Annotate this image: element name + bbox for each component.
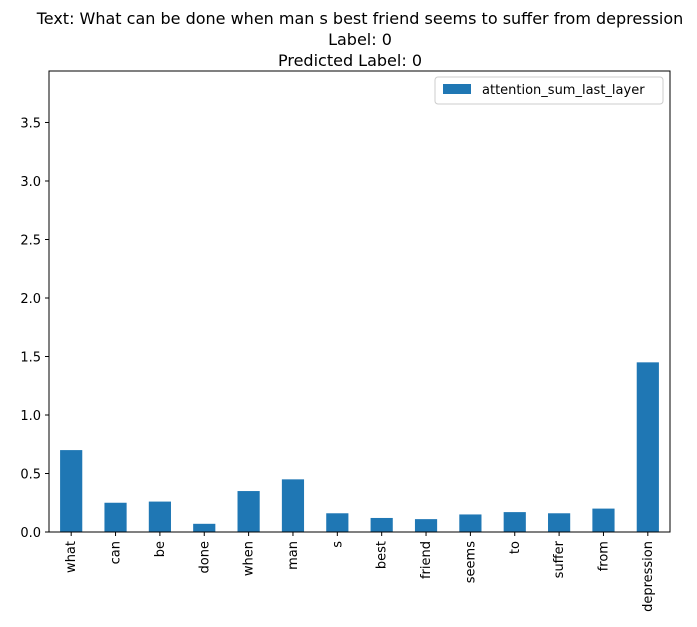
x-tick-label: s	[330, 541, 345, 548]
y-tick-label: 3.5	[20, 116, 41, 131]
bar-from	[592, 508, 615, 532]
x-tick-label: depression	[641, 541, 656, 612]
x-tick-label: be	[153, 541, 168, 557]
x-tick-label: from	[596, 541, 611, 571]
x-tick-label: friend	[419, 541, 434, 579]
y-tick-label: 1.5	[20, 350, 41, 365]
bar-best	[370, 517, 393, 532]
legend: attention_sum_last_layer	[434, 76, 664, 105]
y-tick-label: 1.0	[20, 409, 41, 424]
bar-s	[326, 513, 349, 532]
bar-man	[281, 479, 305, 532]
chart-title: Text: What can be done when man s best f…	[36, 9, 684, 70]
x-tick-label: seems	[463, 541, 478, 583]
y-tick-label: 2.5	[20, 233, 41, 248]
x-tick-label: when	[242, 541, 257, 576]
bar-depression	[636, 362, 659, 532]
bar-seems	[459, 514, 482, 532]
bar-done	[193, 523, 216, 532]
bar-when	[237, 491, 260, 532]
x-tick-label: what	[64, 541, 79, 573]
legend-swatch	[443, 84, 471, 94]
y-tick-label: 3.0	[20, 175, 41, 190]
legend-box	[434, 76, 664, 105]
axes-frame	[48, 70, 671, 533]
y-tick-label: 0.5	[20, 467, 41, 482]
x-tick-label: done	[197, 541, 212, 573]
x-tick-label: can	[109, 541, 124, 564]
bar-what	[60, 450, 83, 532]
title-line-3: Predicted Label: 0	[278, 51, 422, 70]
x-tick-label: suffer	[552, 540, 567, 578]
legend-label: attention_sum_last_layer	[482, 83, 645, 98]
bar-to	[503, 512, 526, 532]
y-tick-label: 2.0	[20, 292, 41, 307]
x-tick-label: man	[286, 541, 301, 570]
x-tick-label: best	[375, 541, 390, 569]
y-tick-label: 0.0	[20, 526, 41, 541]
bar-can	[104, 502, 127, 532]
bar-be	[148, 501, 171, 532]
bar-suffer	[548, 513, 571, 532]
title-line-2: Label: 0	[328, 30, 392, 49]
x-tick-label: to	[508, 541, 523, 554]
title-line-1: Text: What can be done when man s best f…	[36, 9, 684, 28]
bar-friend	[414, 519, 438, 532]
plot-area: 0.0 0.5 1.0 1.5 2.0 2.5 3.0 3.5 what can be done whe…	[20, 70, 671, 612]
